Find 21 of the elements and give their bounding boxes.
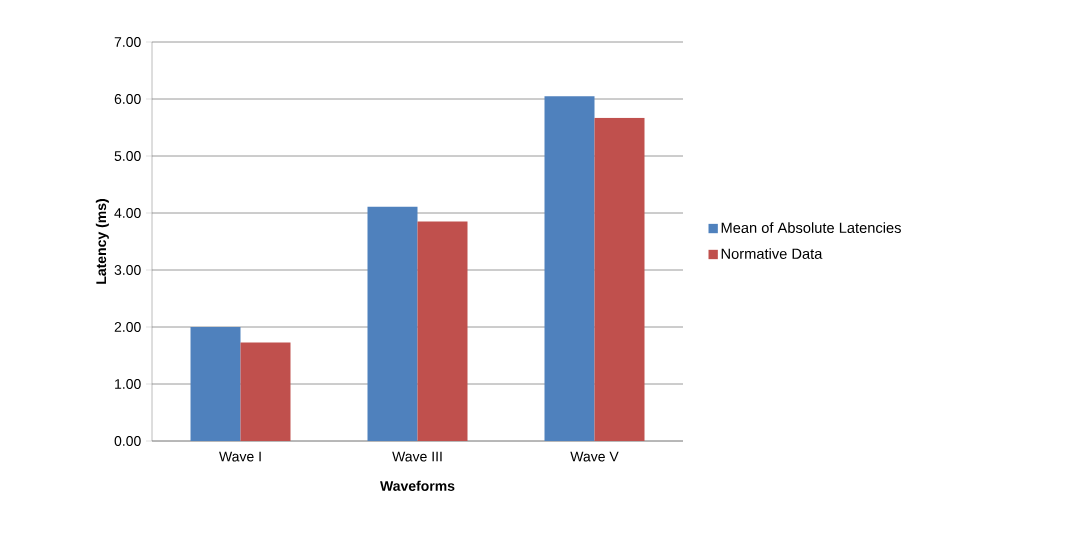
bar [594,117,645,441]
x-tick-label: Wave V [570,451,619,462]
y-tick-label: 2.00 [114,322,141,332]
y-tick-label: 4.00 [114,208,141,218]
bar [544,96,595,441]
y-tick-label: 6.00 [114,94,141,104]
y-tick-label: 7.00 [114,37,141,47]
bar [190,327,241,441]
y-tick-label: 3.00 [114,265,141,275]
legend-label: Normative Data [721,248,823,259]
bar [417,221,468,441]
legend-label: Mean of Absolute Latencies [721,222,901,233]
y-tick-label: 0.00 [114,436,141,446]
y-axis-title: Latency (ms) [95,199,109,284]
y-tick-label: 5.00 [114,151,141,161]
bar [367,206,418,441]
y-tick-label: 1.00 [115,379,141,389]
x-tick-label: Wave III [392,451,442,462]
bar [240,342,291,441]
x-tick-label: Wave I [219,451,261,462]
x-axis-title: Waveforms [380,480,455,491]
